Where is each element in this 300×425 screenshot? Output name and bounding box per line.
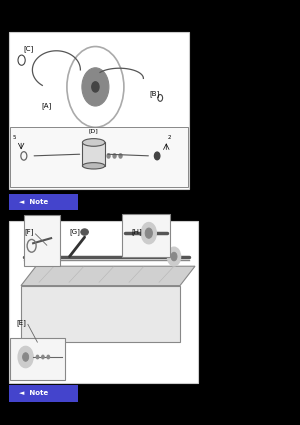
Text: ◄  Note: ◄ Note: [20, 199, 49, 205]
Circle shape: [113, 154, 116, 158]
FancyBboxPatch shape: [11, 127, 188, 187]
Circle shape: [82, 68, 109, 106]
Text: 5: 5: [12, 135, 16, 140]
Circle shape: [18, 346, 33, 368]
Ellipse shape: [82, 163, 105, 169]
Text: [F]: [F]: [24, 228, 34, 235]
FancyBboxPatch shape: [9, 385, 78, 402]
Circle shape: [154, 152, 160, 160]
Circle shape: [92, 82, 99, 92]
Polygon shape: [21, 266, 195, 286]
Text: [E]: [E]: [16, 319, 26, 326]
Ellipse shape: [81, 229, 88, 235]
Circle shape: [36, 355, 39, 359]
Circle shape: [141, 223, 156, 244]
Text: [B]: [B]: [149, 90, 160, 96]
FancyBboxPatch shape: [11, 338, 64, 380]
Text: [G]: [G]: [70, 228, 80, 235]
Circle shape: [171, 252, 177, 261]
Ellipse shape: [82, 139, 105, 146]
Text: [A]: [A]: [41, 102, 52, 109]
Text: 2: 2: [168, 135, 172, 140]
FancyBboxPatch shape: [9, 221, 198, 382]
Bar: [82, 142, 105, 166]
Circle shape: [119, 154, 122, 158]
Circle shape: [167, 247, 181, 266]
FancyBboxPatch shape: [24, 215, 60, 266]
Circle shape: [22, 353, 28, 361]
FancyBboxPatch shape: [9, 194, 78, 210]
FancyBboxPatch shape: [122, 214, 170, 257]
Circle shape: [145, 228, 152, 238]
FancyBboxPatch shape: [9, 32, 189, 189]
Circle shape: [107, 154, 110, 158]
Circle shape: [42, 355, 44, 359]
Text: [H]: [H]: [132, 228, 142, 235]
Circle shape: [47, 355, 50, 359]
Text: [C]: [C]: [23, 46, 34, 53]
Text: ◄  Note: ◄ Note: [20, 390, 49, 396]
Polygon shape: [21, 286, 180, 342]
Text: [D]: [D]: [88, 128, 98, 133]
